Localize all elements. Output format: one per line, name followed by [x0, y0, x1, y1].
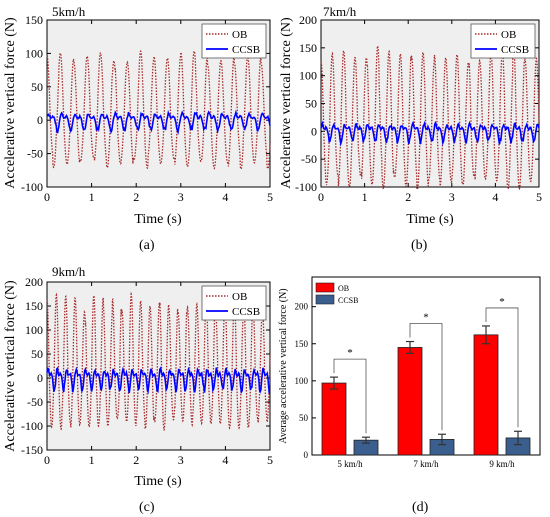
series-ob-line: [46, 291, 271, 431]
x-tick-label: 5 km/h: [337, 459, 363, 469]
x-tick-label: 5: [267, 190, 273, 204]
significance-bracket: [333, 358, 367, 434]
x-tick-label: 4: [222, 453, 228, 467]
y-tick-label: 150: [299, 41, 317, 55]
legend-label-ob: OB: [232, 29, 247, 41]
y-tick-label: -150: [21, 443, 43, 457]
legend-label-ob: OB: [338, 284, 349, 293]
y-tick-label: -100: [21, 180, 43, 194]
x-tick-label: 9 km/h: [489, 459, 515, 469]
x-tick-label: 4: [222, 190, 228, 204]
legend-label-ccsb: CCSB: [338, 296, 358, 305]
x-axis-label: Time (s): [134, 474, 182, 489]
legend-swatch-ccsb: [315, 294, 335, 305]
series-ob-line: [46, 49, 271, 171]
x-tick-label: 1: [89, 190, 95, 204]
x-tick-label: 1: [89, 453, 95, 467]
x-tick-label: 3: [449, 190, 455, 204]
significance-star: *: [423, 312, 429, 324]
y-tick-label: 200: [299, 13, 317, 27]
y-tick-label: 100: [25, 323, 43, 337]
significance-star: *: [347, 347, 353, 359]
panel-label: (a): [139, 238, 155, 253]
y-tick-label: 150: [25, 299, 43, 313]
y-tick-label: 0: [304, 450, 309, 460]
x-tick-label: 3: [178, 453, 184, 467]
x-tick-label: 1: [362, 190, 368, 204]
plot-area: [311, 276, 541, 456]
panel-label: (c): [139, 500, 155, 515]
chart-title: 5km/h: [52, 4, 86, 19]
y-tick-label: -50: [301, 152, 317, 166]
y-tick-label: 100: [295, 376, 309, 386]
legend-label-ccsb: CCSB: [232, 306, 260, 318]
x-tick-label: 2: [133, 190, 139, 204]
legend-label-ob: OB: [232, 291, 247, 303]
x-tick-label: 5: [267, 453, 273, 467]
x-tick-label: 5: [536, 190, 542, 204]
x-tick-label: 4: [492, 190, 498, 204]
x-axis-label: Time (s): [406, 212, 454, 227]
x-tick-label: 2: [133, 453, 139, 467]
x-tick-label: 3: [178, 190, 184, 204]
y-tick-label: 150: [25, 13, 43, 27]
bar-ob: [473, 334, 499, 456]
chart-title: 7km/h: [323, 4, 357, 19]
legend-label-ccsb: CCSB: [501, 44, 529, 56]
legend-swatch-ob: [315, 282, 335, 293]
panel-label: (d): [412, 500, 429, 515]
chart-title: 9km/h: [52, 264, 86, 279]
y-tick-label: 50: [31, 347, 43, 361]
x-tick-label: 7 km/h: [413, 459, 439, 469]
series-ccsb-line: [46, 109, 271, 136]
x-tick-label: 0: [44, 190, 50, 204]
series-ccsb-line: [320, 120, 540, 147]
bar-ob: [397, 347, 423, 456]
x-tick-label: 0: [44, 453, 50, 467]
panel-b: 7km/h Accelerative vertical force (N) Ti…: [279, 4, 542, 253]
significance-bracket: [409, 323, 443, 431]
legend-label-ccsb: CCSB: [232, 44, 260, 56]
panel-d: Average accelerative vertical force (N) …: [278, 276, 541, 515]
y-tick-label: 0: [37, 113, 43, 127]
legend-label-ob: OB: [501, 29, 516, 41]
y-axis-label: Accelerative vertical force (N): [279, 17, 294, 189]
y-tick-label: 0: [37, 371, 43, 385]
bar-ob: [321, 382, 347, 456]
panel-c: 9km/h Accelerative vertical force (N) Ti…: [3, 264, 273, 515]
y-axis-label: Accelerative vertical force (N): [3, 17, 18, 189]
y-tick-label: 200: [295, 302, 309, 312]
y-tick-label: 50: [31, 80, 43, 94]
y-tick-label: 100: [25, 46, 43, 60]
x-axis-label: Time (s): [134, 212, 182, 227]
y-tick-label: -100: [295, 180, 317, 194]
series-ccsb-line: [46, 366, 271, 395]
significance-bracket: [485, 307, 519, 428]
y-axis-label: Average accelerative vertical force (N): [278, 288, 289, 443]
y-tick-label: -50: [27, 395, 43, 409]
legend-box: [470, 23, 536, 59]
y-tick-label: 50: [299, 413, 309, 423]
legend-box: [201, 23, 267, 59]
x-tick-label: 0: [318, 190, 324, 204]
y-tick-label: 0: [311, 124, 317, 138]
legend-box: [201, 285, 267, 321]
y-axis-label: Accelerative vertical force (N): [3, 280, 18, 452]
significance-star: *: [499, 296, 505, 308]
y-tick-label: 200: [25, 275, 43, 289]
y-tick-label: -50: [27, 147, 43, 161]
y-tick-label: 50: [305, 97, 317, 111]
y-tick-label: 150: [295, 339, 309, 349]
y-tick-label: -100: [21, 419, 43, 433]
panel-a: 5km/h Accelerative vertical force (N) Ti…: [3, 4, 273, 253]
x-tick-label: 2: [405, 190, 411, 204]
y-tick-label: 100: [299, 69, 317, 83]
panel-label: (b): [411, 238, 428, 253]
